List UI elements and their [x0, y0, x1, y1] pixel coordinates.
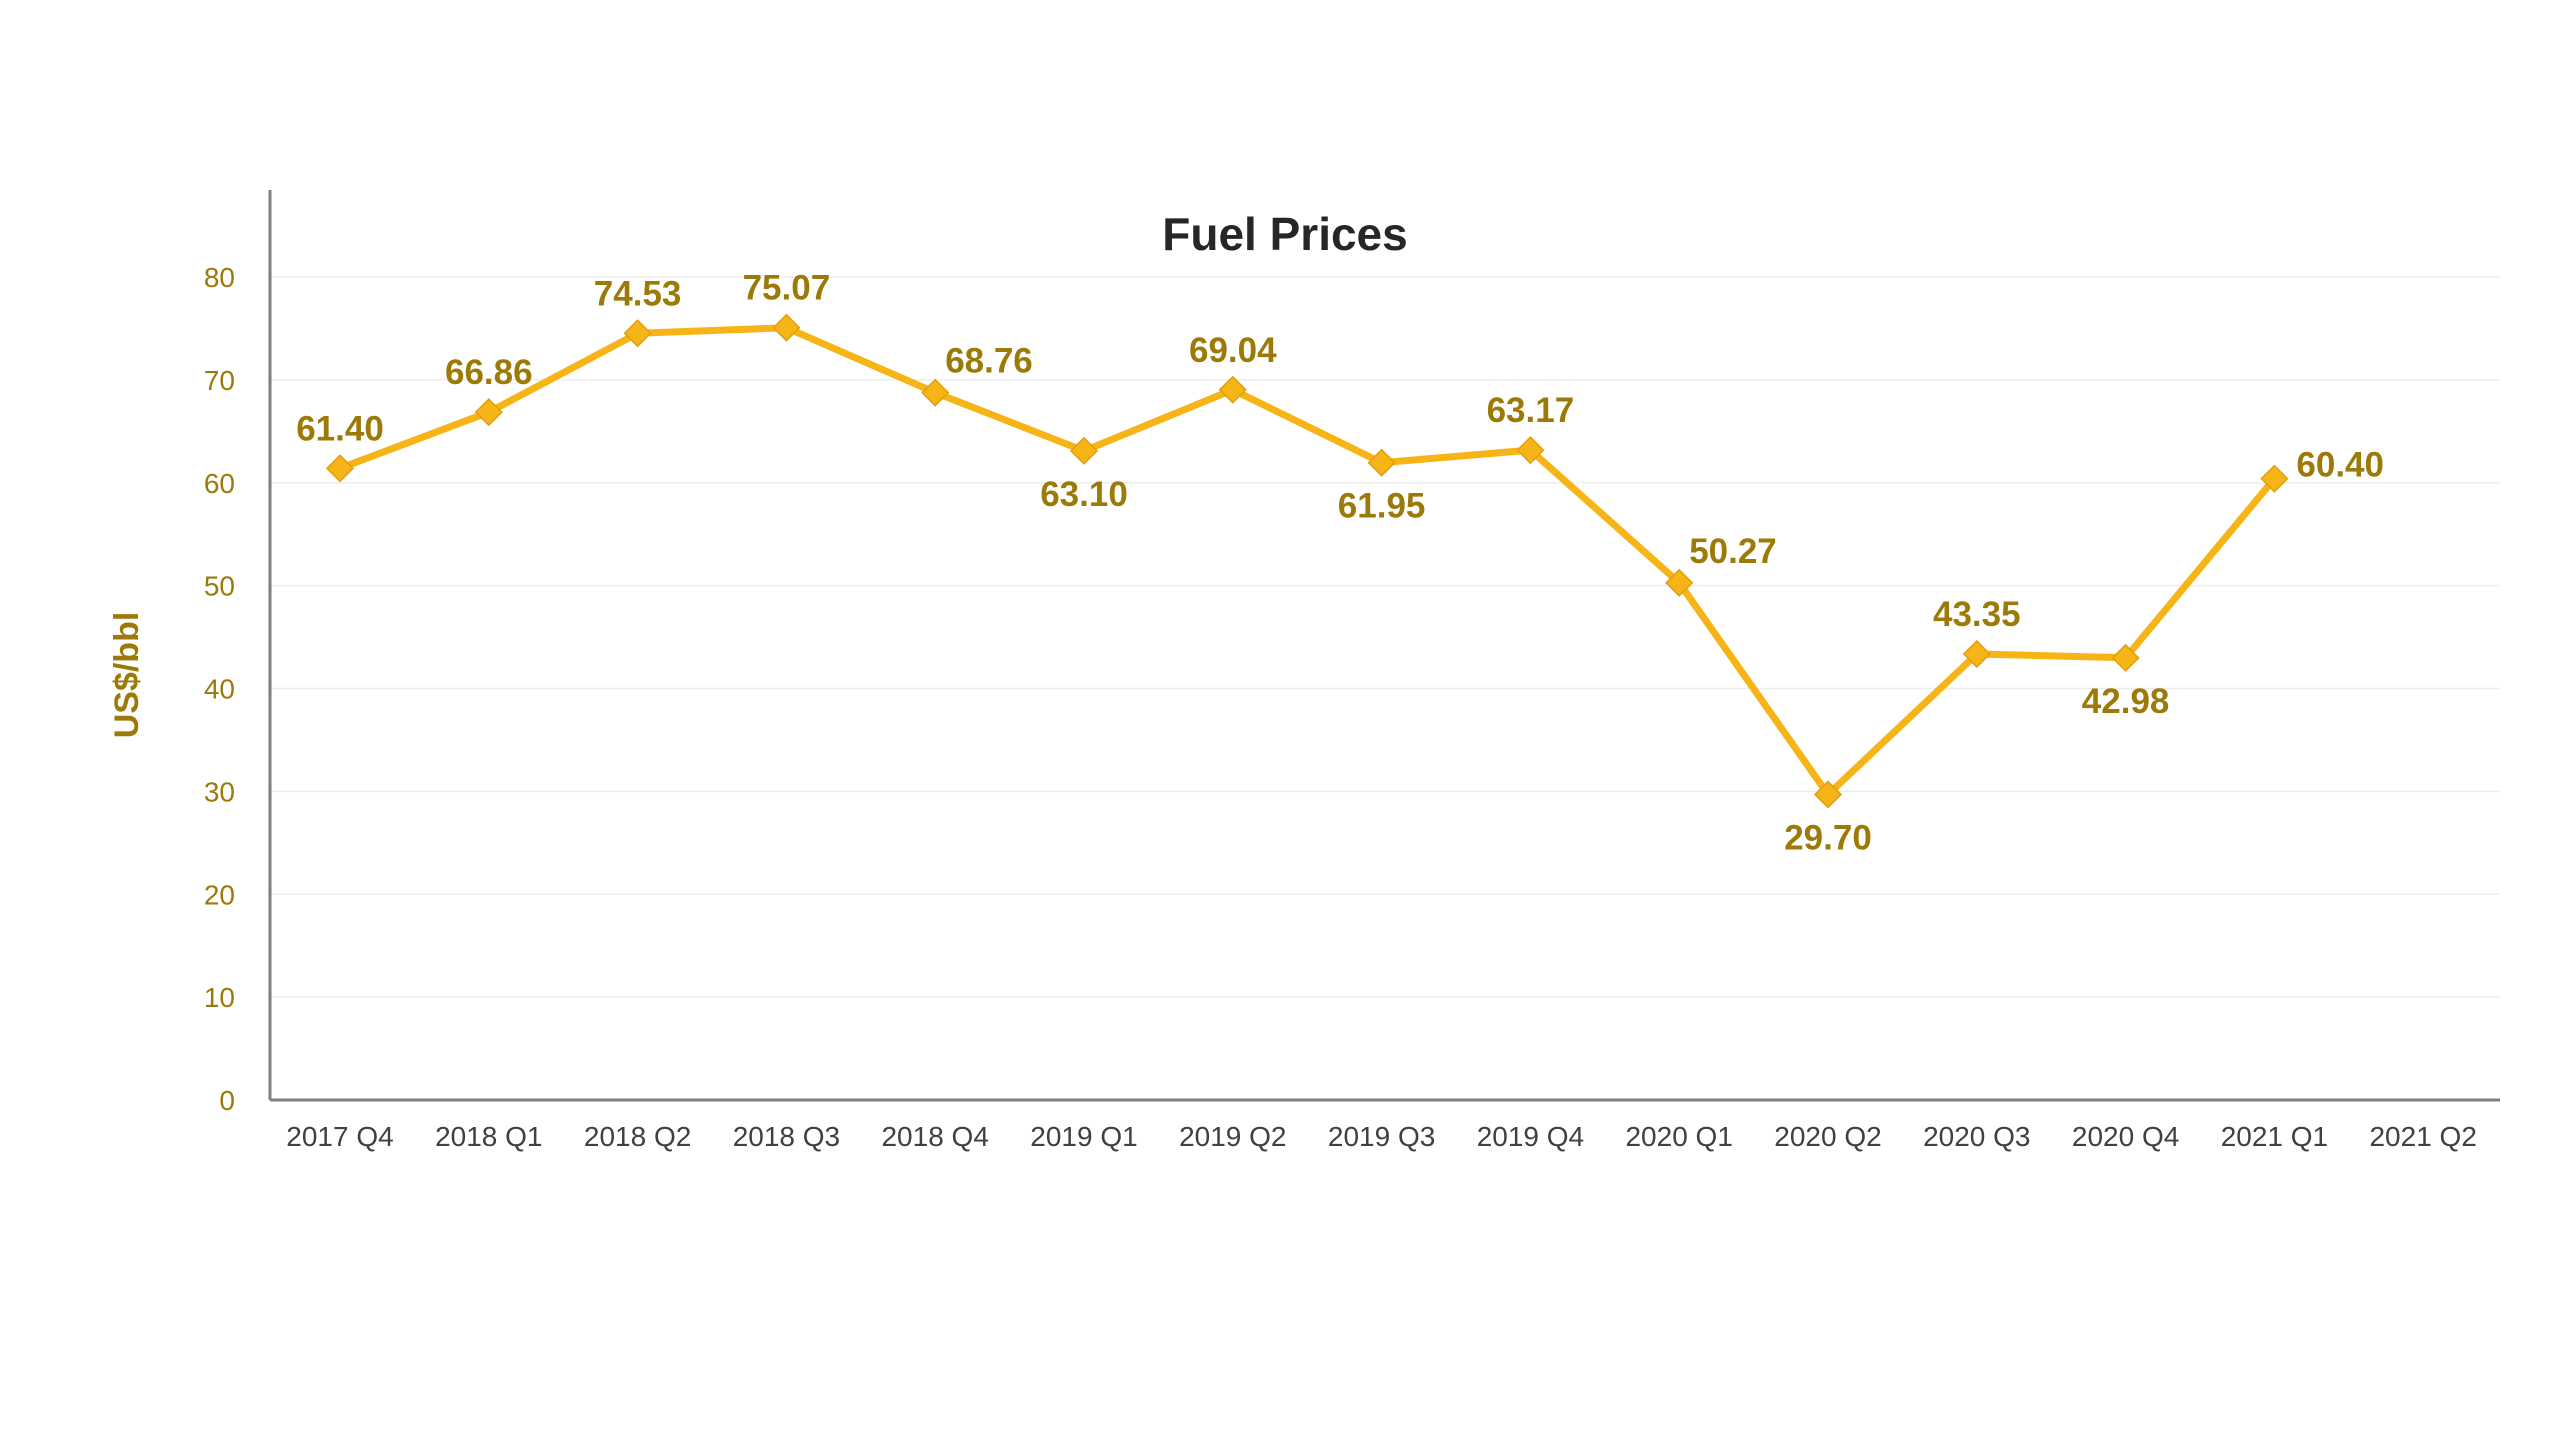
series-layer	[325, 313, 2289, 809]
x-tick-label: 2021 Q1	[2221, 1121, 2328, 1152]
y-tick-labels: 0 10 20 30 40 50 60 70 80	[204, 262, 235, 1116]
y-tick-label: 20	[204, 879, 235, 910]
data-label: 63.10	[1040, 475, 1128, 514]
y-tick-label: 0	[219, 1085, 235, 1116]
data-label: 68.76	[945, 342, 1033, 381]
series-line	[336, 324, 2278, 798]
data-point	[921, 378, 950, 407]
data-point	[1069, 436, 1099, 465]
x-tick-label: 2018 Q4	[881, 1121, 988, 1152]
data-label: 61.95	[1338, 487, 1426, 526]
x-tick-label: 2018 Q3	[733, 1121, 840, 1152]
chart-title: Fuel Prices	[1162, 208, 1407, 260]
data-point	[325, 454, 355, 483]
data-label: 75.07	[743, 269, 831, 308]
x-tick-label: 2019 Q2	[1179, 1121, 1286, 1152]
y-tick-label: 30	[204, 776, 235, 807]
x-tick-label: 2018 Q2	[584, 1121, 691, 1152]
y-tick-label: 60	[204, 468, 235, 499]
y-axis-title: US$/bbl	[108, 612, 146, 739]
y-tick-label: 80	[204, 262, 235, 293]
x-tick-label: 2020 Q4	[2072, 1121, 2179, 1152]
data-label: 60.40	[2296, 446, 2384, 485]
data-label: 43.35	[1933, 595, 2021, 634]
x-tick-label: 2019 Q1	[1030, 1121, 1137, 1152]
x-tick-label: 2019 Q4	[1477, 1121, 1584, 1152]
data-label: 61.40	[296, 409, 384, 448]
data-point	[623, 319, 652, 348]
data-label: 63.17	[1487, 391, 1575, 430]
data-point	[1218, 375, 1247, 404]
data-point	[2111, 643, 2140, 672]
data-point	[1813, 780, 1843, 809]
data-label: 29.70	[1784, 818, 1872, 857]
gridlines	[270, 276, 2500, 998]
x-tick-label: 2020 Q3	[1923, 1121, 2030, 1152]
data-point	[1367, 448, 1396, 477]
x-tick-label: 2018 Q1	[435, 1121, 542, 1152]
x-tick-label: 2020 Q1	[1625, 1121, 1732, 1152]
y-tick-label: 70	[204, 365, 235, 396]
data-labels: 61.40 66.86 74.53 75.07 68.76 63.10 69.04 61.95…	[296, 269, 2384, 858]
data-point	[474, 398, 503, 427]
data-point	[1516, 436, 1545, 465]
y-tick-label: 40	[204, 674, 235, 705]
data-point	[772, 313, 801, 342]
y-tick-label: 50	[204, 571, 235, 602]
x-tick-label: 2017 Q4	[286, 1121, 393, 1152]
data-label: 66.86	[445, 353, 533, 392]
data-label: 42.98	[2082, 682, 2170, 721]
data-label: 69.04	[1189, 331, 1277, 370]
y-tick-label: 10	[204, 982, 235, 1013]
x-tick-label: 2021 Q2	[2369, 1121, 2476, 1152]
data-point	[1962, 639, 1991, 669]
data-label: 50.27	[1689, 532, 1777, 571]
x-tick-labels: 2017 Q4 2018 Q1 2018 Q2 2018 Q3 2018 Q4 2019 …	[286, 1121, 2477, 1152]
x-tick-label: 2019 Q3	[1328, 1121, 1435, 1152]
x-tick-label: 2020 Q2	[1774, 1121, 1881, 1152]
data-label: 74.53	[594, 274, 682, 313]
data-point	[2260, 464, 2289, 493]
data-point	[1665, 568, 1694, 597]
